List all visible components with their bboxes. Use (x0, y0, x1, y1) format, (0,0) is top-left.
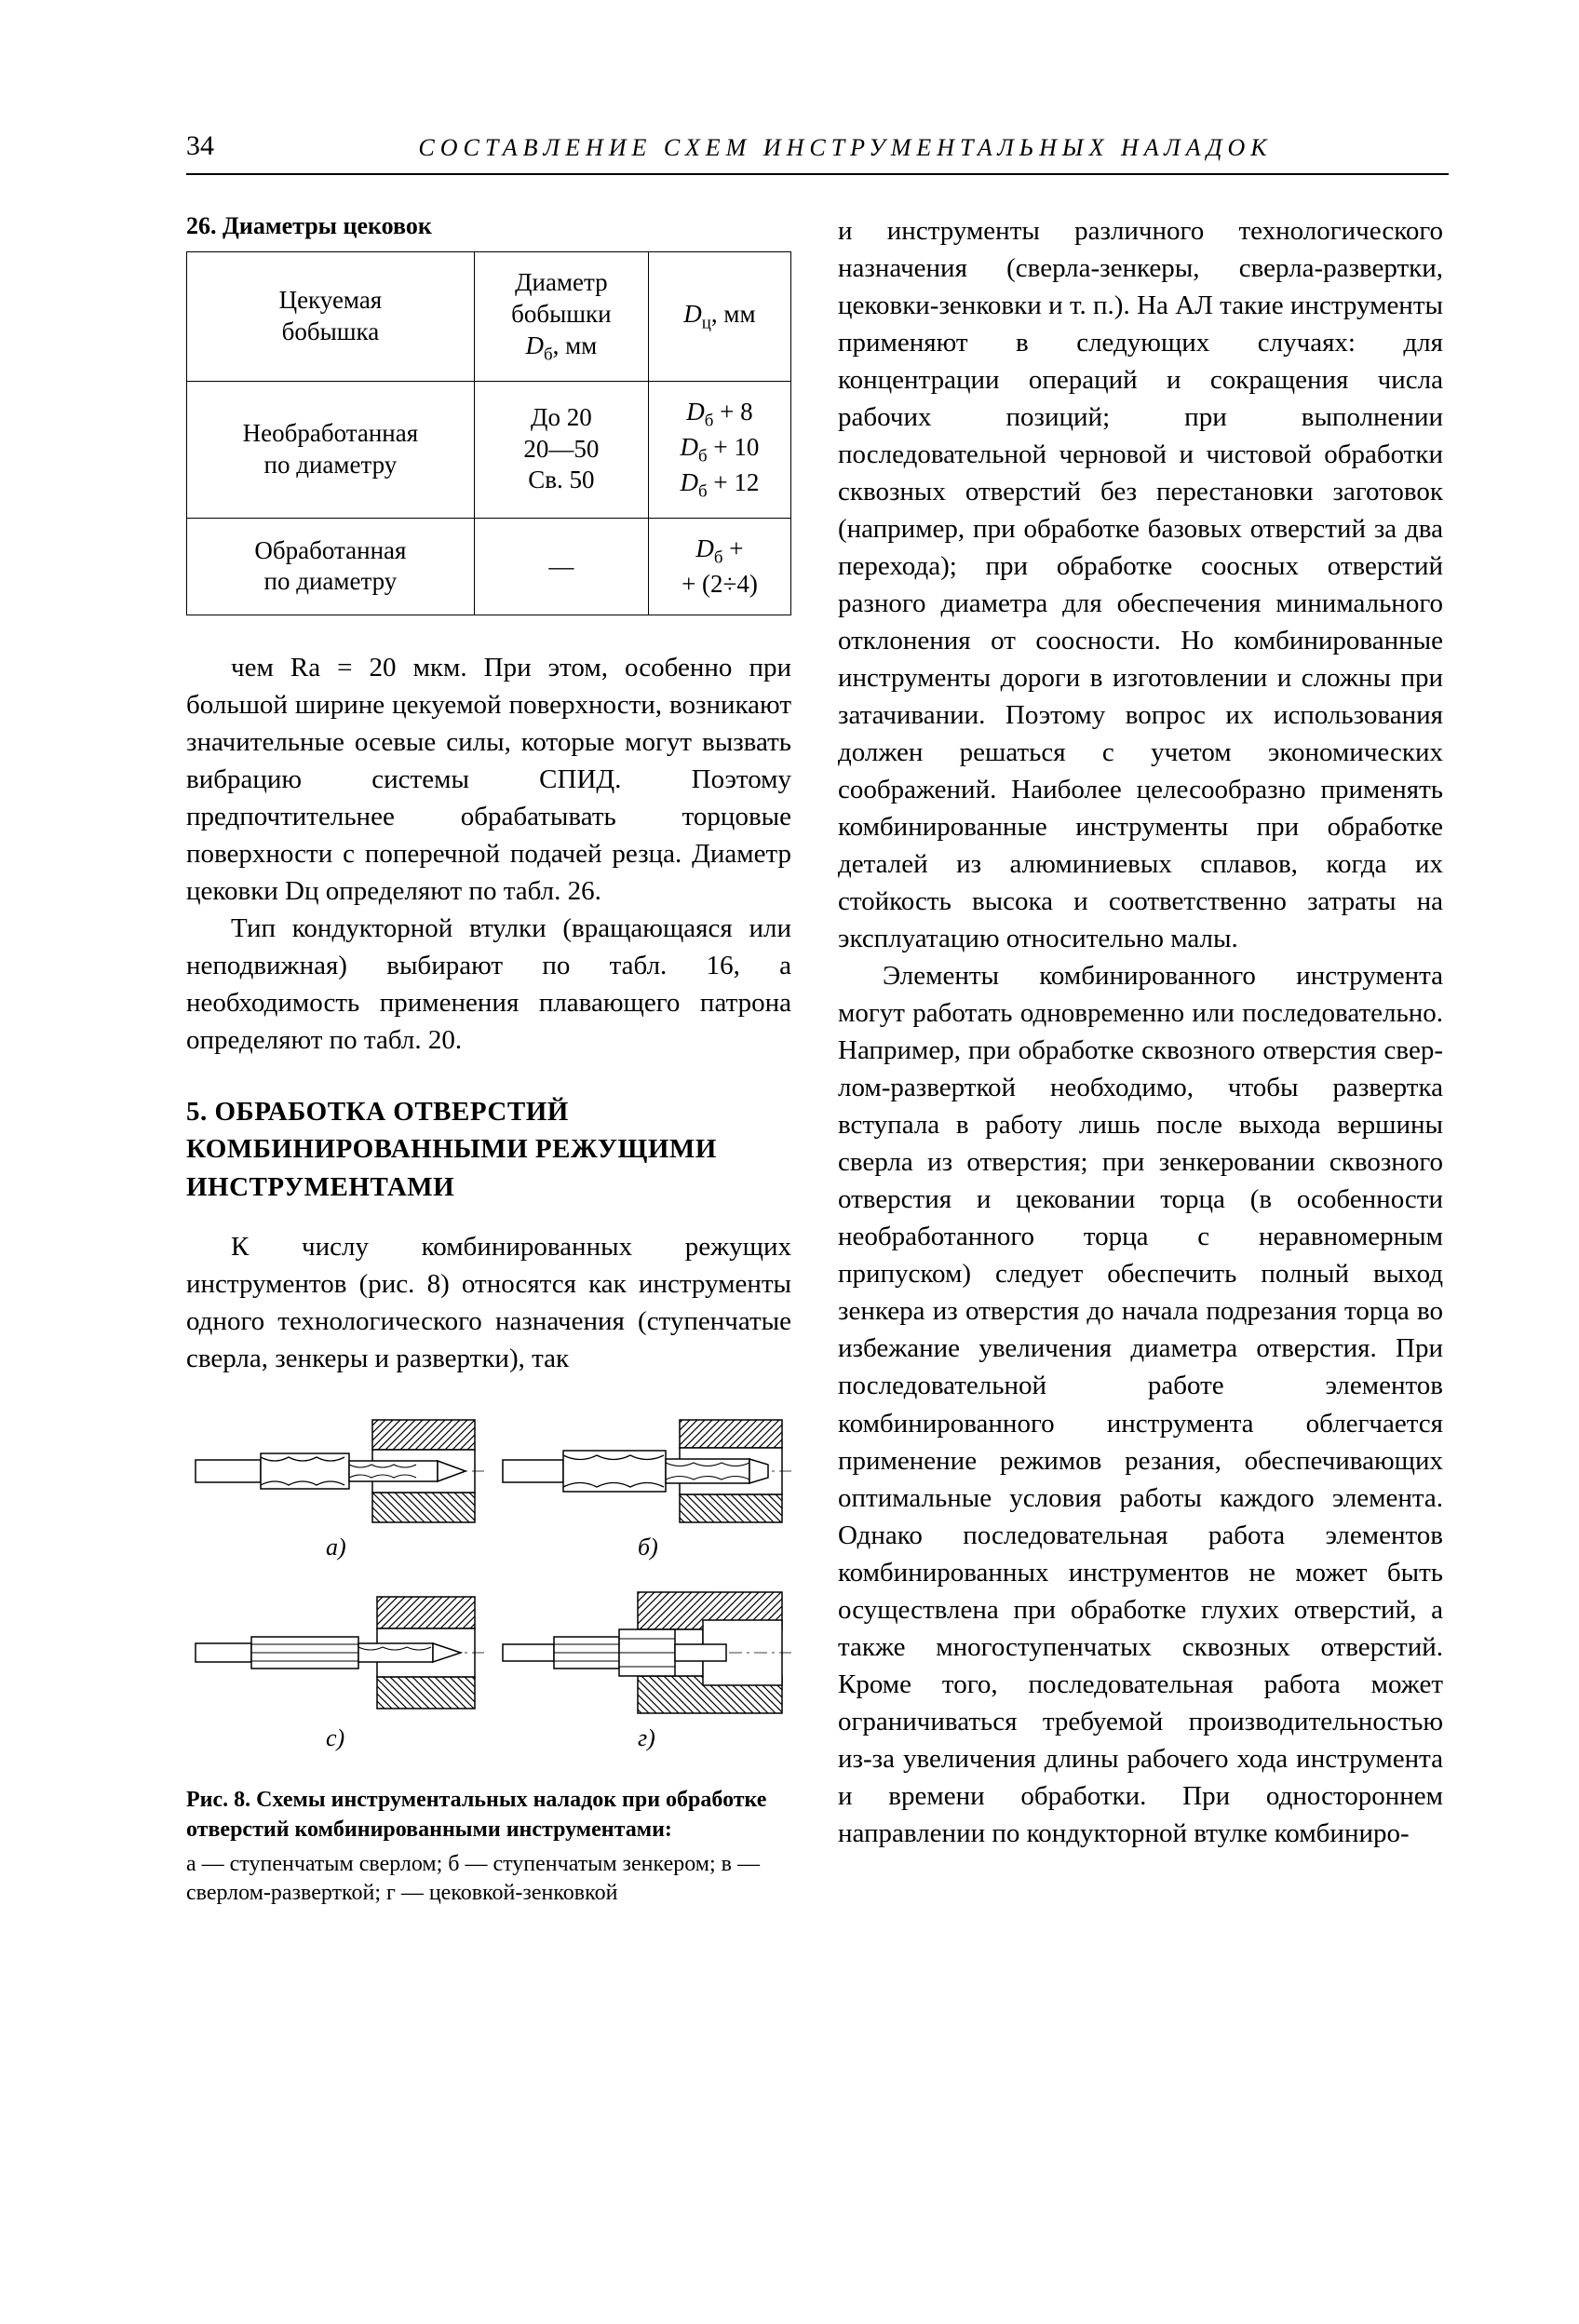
figure-label-a: а) (326, 1534, 346, 1561)
th-text: бобышки (511, 300, 611, 328)
diameter-table: Цекуемая бобышка Диаметр бобышки Dб, мм … (186, 251, 791, 615)
page: 34 СОСТАВЛЕНИЕ СХЕМ ИНСТРУМЕНТАЛЬНЫХ НАЛ… (0, 0, 1579, 2324)
figure-panel-d (503, 1592, 791, 1713)
th-text: бобышка (282, 318, 380, 345)
th-text: Цекуемая (279, 286, 383, 314)
cell-text: До 20 (531, 403, 592, 431)
figure-caption-sub: а — ступенчатым сверлом; б — ступенча­ты… (186, 1850, 791, 1908)
figure-8: а) б) с) г) Рис. 8. Схемы инструментальн… (186, 1411, 791, 1908)
cell-text: 20—50 (523, 435, 599, 463)
figure-caption: Рис. 8. Схемы инструментальных наладок п… (186, 1786, 791, 1844)
figure-label-c: с) (326, 1724, 344, 1751)
cell-text: + (2÷4) (682, 570, 758, 598)
cell-label: Обработанная по диаметру (187, 518, 475, 615)
table-caption: 26. Диаметры цековок (186, 212, 791, 240)
paragraph: Элементы комбинированного инст­румента м… (838, 957, 1443, 1851)
paragraph: К числу комбинированных режу­щих инструм… (186, 1228, 791, 1377)
table-head-row: Цекуемая бобышка Диаметр бобышки Dб, мм … (187, 252, 791, 382)
cell-text: Обработанная (254, 536, 406, 564)
header-rule (186, 173, 1449, 175)
th-diameter: Диаметр бобышки Dб, мм (474, 252, 648, 382)
right-column: и инструменты различного техно­логическо… (838, 212, 1443, 1908)
figure-panel-b (503, 1420, 791, 1522)
cell-label: Необработанная по диаметру (187, 381, 475, 518)
page-header: 34 СОСТАВЛЕНИЕ СХЕМ ИНСТРУМЕНТАЛЬНЫХ НАЛ… (186, 130, 1449, 162)
th-bobyshka: Цекуемая бобышка (187, 252, 475, 382)
figure-panel-a (196, 1420, 484, 1522)
cell-text: по диаметру (264, 567, 398, 595)
th-dc: Dц, мм (648, 252, 790, 382)
cell-range: — (474, 518, 648, 615)
content-columns: 26. Диаметры цековок Цекуемая бобышка Ди… (186, 212, 1449, 1908)
table-row: Обработанная по диаметру — Dб + + (2÷4) (187, 518, 791, 615)
left-column: 26. Диаметры цековок Цекуемая бобышка Ди… (186, 212, 791, 1908)
running-title: СОСТАВЛЕНИЕ СХЕМ ИНСТРУМЕНТАЛЬНЫХ НАЛАДО… (242, 134, 1449, 162)
figure-svg: а) б) с) г) (186, 1411, 791, 1764)
figure-label-b: б) (638, 1534, 658, 1561)
paragraph: Тип кондукторной втулки (вращаю­щаяся ил… (186, 910, 791, 1059)
page-number: 34 (186, 130, 242, 162)
cell-formula: Dб + + (2÷4) (648, 518, 790, 615)
cell-text: Св. 50 (528, 466, 594, 493)
table-row: Необработанная по диаметру До 20 20—50 С… (187, 381, 791, 518)
figure-panel-c (196, 1597, 484, 1709)
section-heading: 5. ОБРАБОТКА ОТВЕРСТИЙ КОМБИНИРОВАННЫМИ … (186, 1093, 791, 1207)
figure-label-d: г) (638, 1724, 655, 1751)
cell-text: Необработанная (243, 419, 419, 447)
cell-text: по диаметру (264, 451, 398, 479)
cell-range: До 20 20—50 Св. 50 (474, 381, 648, 518)
cell-formula: Dб + 8 Dб + 10 Dб + 12 (648, 381, 790, 518)
th-text: Диаметр (515, 268, 608, 296)
paragraph: чем Ra = 20 мкм. При этом, особенно при … (186, 649, 791, 910)
paragraph: и инструменты различного техно­логическо… (838, 212, 1443, 957)
